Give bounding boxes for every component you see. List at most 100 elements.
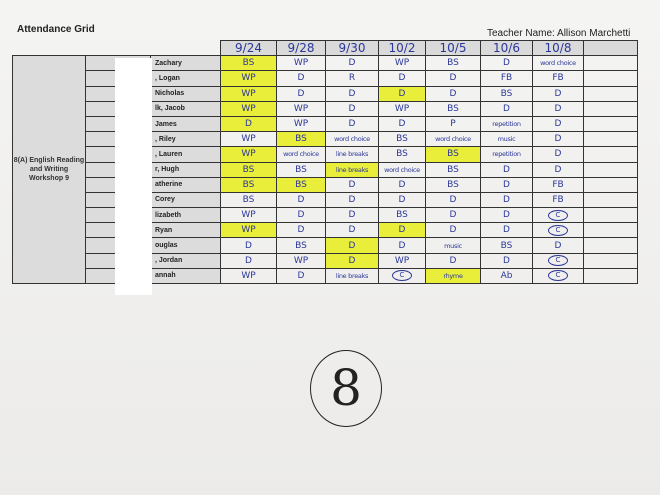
grid-cell-empty [583, 252, 638, 269]
section-label: 8(A) English Reading and Writing Worksho… [12, 55, 86, 284]
grid-cell: BS [425, 146, 481, 163]
grid-cell-empty [583, 222, 638, 239]
grid-cell: D [480, 222, 533, 239]
grid-cell: D [532, 131, 584, 148]
grid-cell: D [378, 191, 426, 209]
date-header: 10/5 [425, 39, 481, 57]
grid-cell-empty [583, 70, 638, 87]
date-header: 10/2 [378, 39, 426, 57]
table-row: lk, Jacob WP WP D WP BS D D [13, 100, 638, 117]
table-row: , Logan WP D R D D FB FB [13, 70, 638, 87]
grid-cell: D [480, 161, 533, 178]
grid-cell: D [532, 237, 584, 254]
student-name: , Logan [150, 70, 221, 87]
grid-cell: rhyme [425, 267, 481, 285]
circled-number: 8 [310, 350, 382, 427]
teacher-name: Teacher Name: Allison Marchetti [487, 28, 631, 39]
circled-mark: C [548, 255, 568, 267]
student-name: James [150, 115, 221, 133]
grid-cell: D [480, 176, 533, 193]
grid-cell: D [325, 85, 379, 102]
grid-cell: music [425, 237, 481, 254]
grid-cell: D [220, 252, 277, 269]
table-row: r, Hugh BS BS line breaks word choice BS D D [13, 161, 638, 178]
grid-cell: WP [220, 146, 277, 163]
grid-cell-empty [583, 131, 638, 148]
student-name: Corey [150, 191, 221, 209]
grid-cell-empty [583, 115, 638, 133]
grid-cell-empty [583, 146, 638, 163]
student-name: annah [150, 267, 221, 285]
grid-cell: WP [220, 70, 277, 87]
grid-cell: D [325, 191, 379, 209]
student-name: atherine [150, 176, 221, 193]
grid-cell: D [480, 207, 533, 224]
grid-cell: D [325, 176, 379, 193]
grid-cell: repetition [480, 115, 533, 133]
grid-cell: BS [378, 207, 426, 224]
grid-cell: BS [276, 237, 326, 254]
attendance-grid: 9/24 9/28 9/30 10/2 10/5 10/6 10/8 8(A) English… [12, 39, 638, 285]
grid-cell: D [220, 115, 277, 133]
grid-cell: D [480, 191, 533, 209]
grid-cell: D [378, 237, 426, 254]
grid-cell: FB [480, 70, 533, 87]
grid-cell: D [276, 85, 326, 102]
grid-cell: D [325, 207, 379, 224]
grid-cell: BS [425, 176, 481, 193]
grid-cell: line breaks [325, 146, 379, 163]
grid-cell: line breaks [325, 161, 379, 178]
grid-cell-empty [583, 161, 638, 178]
grid-cell: D [378, 85, 426, 102]
grid-cell: BS [378, 146, 426, 163]
circled-mark: C [392, 270, 412, 282]
circled-mark: C [548, 270, 568, 282]
grid-cell: D [325, 55, 379, 72]
grid-cell: BS [220, 55, 277, 72]
grid-cell: D [276, 207, 326, 224]
table-row: atherine BS BS D D BS D FB [13, 176, 638, 193]
table-row: Corey BS D D D D D FB [13, 191, 638, 209]
grid-cell: D [425, 70, 481, 87]
grid-cell: WP [220, 207, 277, 224]
grid-cell: WP [276, 55, 326, 72]
grid-cell: word choice [325, 131, 379, 148]
table-row: , Riley WP BS word choice BS word choice music… [13, 131, 638, 148]
table-row: lizabeth WP D D BS D D C [13, 207, 638, 224]
grid-cell: D [378, 70, 426, 87]
empty [151, 41, 221, 56]
grid-cell-empty [583, 55, 638, 72]
grid-cell: D [378, 222, 426, 239]
date-header: 10/8 [532, 39, 584, 57]
student-name: Zachary [150, 55, 221, 72]
table-row: Ryan WP D D D D D C [13, 222, 638, 239]
grid-cell: D [325, 222, 379, 239]
table-row: , Jordan D WP D WP D D C [13, 252, 638, 269]
grid-cell: D [532, 161, 584, 178]
grid-cell: WP [276, 252, 326, 269]
grid-cell: D [220, 237, 277, 254]
grid-cell: D [532, 85, 584, 102]
grid-cell: FB [532, 70, 584, 87]
grid-cell: BS [480, 85, 533, 102]
grid-cell: R [325, 70, 379, 87]
grid-cell: word choice [276, 146, 326, 163]
grid-cell: WP [220, 267, 277, 285]
grid-cell: line breaks [325, 267, 379, 285]
grid-cell: BS [425, 161, 481, 178]
grid-cell: D [276, 267, 326, 285]
grid-cell-empty [583, 267, 638, 285]
grid-cell: C [532, 267, 584, 285]
student-name: , Riley [150, 131, 221, 148]
grid-cell-empty [583, 176, 638, 193]
student-name: , Jordan [150, 252, 221, 269]
date-header: 10/6 [480, 39, 533, 57]
date-header: 9/28 [276, 39, 326, 57]
student-name: r, Hugh [150, 161, 221, 178]
grid-cell: FB [532, 191, 584, 209]
page-title: Attendance Grid [17, 24, 95, 35]
grid-cell: D [325, 100, 379, 117]
grid-cell-empty [583, 191, 638, 209]
